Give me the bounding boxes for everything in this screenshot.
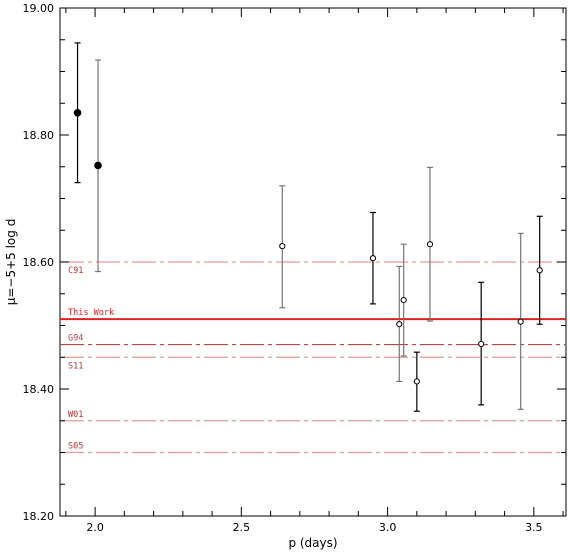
- data-point: [426, 241, 434, 248]
- reference-label-s11: S11: [68, 361, 83, 371]
- reference-lines: C91 This Work G94 S11 W01 S05: [60, 261, 566, 454]
- x-tick-label: 3.5: [525, 521, 543, 534]
- axis-ticks: 2.0 2.5 3.0 3.5 18.20 18.40 18.60 18.80 19.00: [23, 2, 566, 534]
- data-point: [536, 267, 543, 274]
- data-point: [369, 255, 377, 262]
- data-point: [396, 321, 403, 328]
- y-tick-label: 19.00: [23, 2, 55, 15]
- data-point: [517, 318, 524, 325]
- y-tick-label: 18.80: [23, 129, 55, 142]
- data-point: [413, 378, 420, 385]
- error-bars: [74, 42, 543, 412]
- data-point: [478, 340, 485, 348]
- reference-label-c91: C91: [68, 266, 83, 276]
- data-point: [400, 297, 407, 304]
- x-tick-label: 2.0: [86, 521, 104, 534]
- x-axis-label: p (days): [288, 536, 337, 550]
- data-point: [94, 161, 102, 170]
- data-points: [73, 108, 543, 385]
- y-tick-label: 18.60: [23, 256, 55, 269]
- y-tick-label: 18.40: [23, 383, 55, 396]
- data-point: [73, 108, 82, 117]
- reference-label-w01: W01: [68, 410, 83, 420]
- x-tick-label: 2.5: [233, 521, 251, 534]
- y-tick-label: 18.20: [23, 510, 55, 523]
- data-point: [279, 243, 286, 250]
- y-axis-label: μ=−5+5 log d: [4, 219, 18, 306]
- reference-label-this-work: This Work: [68, 308, 114, 318]
- x-tick-label: 3.0: [379, 521, 397, 534]
- reference-label-g94: G94: [68, 334, 83, 344]
- reference-label-s05: S05: [68, 442, 83, 452]
